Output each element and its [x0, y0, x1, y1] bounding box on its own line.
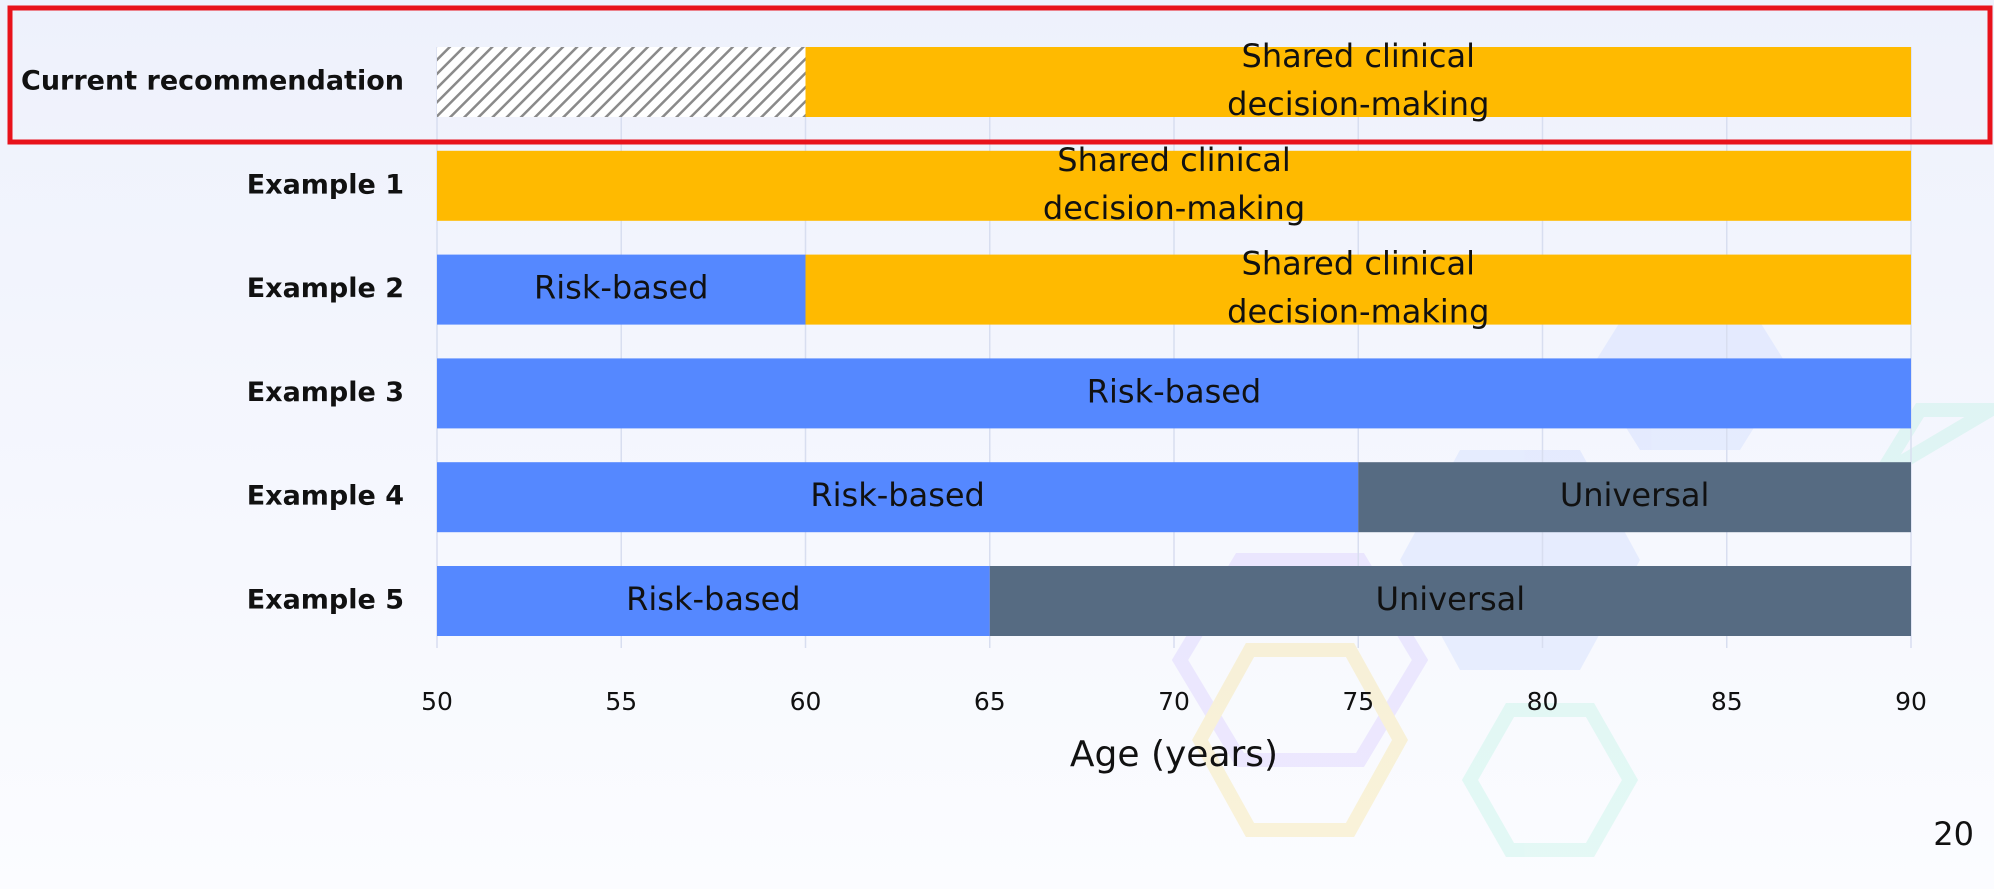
page-number: 20 [1933, 815, 1974, 853]
segment-label: decision-making [1043, 189, 1305, 227]
x-tick-label: 90 [1895, 687, 1927, 716]
row-label: Example 5 [247, 585, 404, 616]
x-tick-label: 55 [605, 687, 637, 716]
x-tick-label: 70 [1158, 687, 1190, 716]
segment-label: Shared clinical [1242, 37, 1475, 75]
row-label: Example 2 [247, 273, 404, 304]
segment-label: Risk-based [626, 580, 800, 618]
segment-label: Universal [1560, 476, 1710, 514]
segment-label: Risk-based [810, 476, 984, 514]
x-tick-label: 75 [1342, 687, 1374, 716]
x-tick-label: 50 [421, 687, 453, 716]
x-axis-title: Age (years) [1070, 734, 1278, 775]
chart: 20 Age (years) 50 55 60 65 70 75 80 85 90 Current… [0, 0, 1994, 889]
segment-label: decision-making [1227, 293, 1489, 331]
bar-segment [437, 47, 806, 117]
x-tick-label: 60 [790, 687, 822, 716]
x-tick-label: 80 [1527, 687, 1559, 716]
segment-label: Risk-based [1087, 372, 1261, 410]
row-label: Example 4 [247, 481, 404, 512]
segment-label: Risk-based [534, 269, 708, 307]
segment-label: Shared clinical [1057, 141, 1290, 179]
x-tick-label: 85 [1711, 687, 1743, 716]
row-label: Example 3 [247, 377, 404, 408]
x-tick-label: 65 [974, 687, 1006, 716]
segment-label: Universal [1376, 580, 1526, 618]
row-label: Current recommendation [21, 66, 404, 97]
segment-label: decision-making [1227, 85, 1489, 123]
segment-label: Shared clinical [1242, 245, 1475, 283]
row-label: Example 1 [247, 169, 404, 200]
